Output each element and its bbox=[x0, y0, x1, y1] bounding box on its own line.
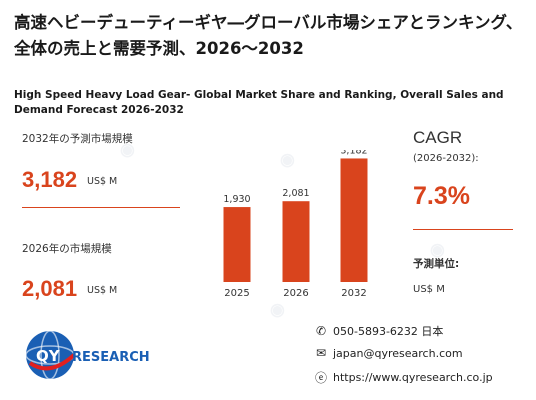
x-tick-2026: 2026 bbox=[283, 288, 308, 299]
bar-2026 bbox=[282, 201, 310, 282]
phone-icon: ✆ bbox=[315, 324, 327, 338]
globe-icon: ⓔ bbox=[314, 371, 327, 385]
mail-icon: ✉ bbox=[315, 346, 327, 360]
page-title: 高速ヘビーデューティーギヤ―グローバル市場シェアとランキング、全体の売上と需要予… bbox=[14, 13, 523, 58]
email-text[interactable]: japan@qyresearch.com bbox=[333, 346, 463, 360]
bar-2025 bbox=[223, 207, 251, 282]
data-label-2026: 2,081 bbox=[282, 188, 309, 199]
web-text[interactable]: https://www.qyresearch.co.jp bbox=[333, 371, 493, 384]
unit-value: US$ M bbox=[413, 284, 445, 295]
current-value: 2,081 bbox=[22, 276, 78, 301]
x-tick-2032: 2032 bbox=[341, 288, 366, 299]
cagr-value: 7.3% bbox=[413, 182, 470, 210]
current-label: 2026年の市場規模 bbox=[22, 243, 112, 255]
cagr-title: CAGR bbox=[413, 128, 463, 147]
svg-text:RESEARCH: RESEARCH bbox=[72, 350, 150, 365]
svg-text:QY: QY bbox=[36, 347, 61, 365]
data-label-2032: 3,182 bbox=[340, 150, 367, 156]
current-unit: US$ M bbox=[87, 285, 118, 296]
divider bbox=[22, 207, 180, 208]
qyresearch-logo: QY RESEARCH bbox=[22, 325, 162, 385]
contact-email: ✉ japan@qyresearch.com bbox=[313, 346, 463, 360]
watermark: ◉ bbox=[270, 300, 285, 319]
cagr-range: (2026-2032): bbox=[413, 153, 479, 164]
forecast-value: 3,182 bbox=[22, 167, 78, 192]
bar-2032 bbox=[340, 158, 368, 282]
phone-text: 050-5893-6232 日本 bbox=[333, 325, 444, 338]
data-label-2025: 1,930 bbox=[223, 194, 250, 205]
forecast-label: 2032年の予測市場規模 bbox=[22, 133, 133, 145]
bar-chart: 1,930 2025 2,081 2026 3,182 2032 bbox=[223, 150, 368, 299]
contact-phone: ✆ 050-5893-6232 日本 bbox=[313, 323, 443, 339]
contact-web: ⓔ https://www.qyresearch.co.jp bbox=[313, 369, 493, 386]
divider bbox=[413, 229, 513, 230]
page-subtitle: High Speed Heavy Load Gear- Global Marke… bbox=[14, 89, 504, 116]
x-tick-2025: 2025 bbox=[224, 288, 249, 299]
unit-title: 予測単位: bbox=[413, 258, 460, 270]
forecast-unit: US$ M bbox=[87, 176, 118, 187]
